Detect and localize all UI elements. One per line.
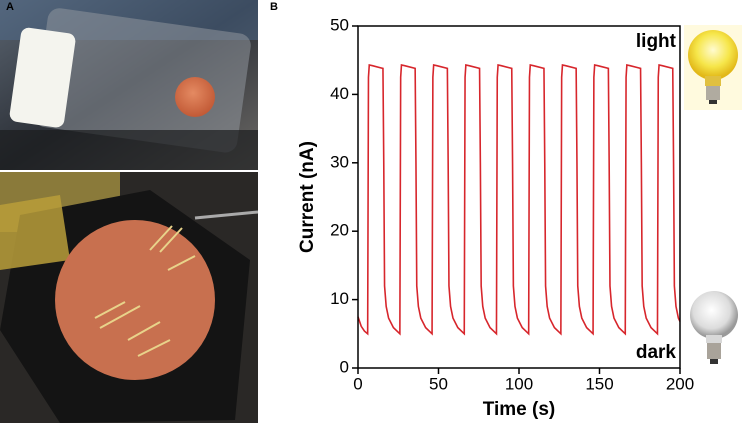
photo-device	[0, 172, 259, 423]
y-tick-label: 10	[330, 289, 349, 308]
y-tick-label: 0	[340, 357, 349, 376]
annotation: light	[636, 31, 677, 52]
panel-label: A	[6, 1, 14, 13]
x-axis-title: Time (s)	[483, 399, 556, 420]
data-line	[357, 64, 681, 336]
x-tick-label: 150	[585, 374, 613, 393]
y-tick-label: 50	[330, 15, 349, 34]
bulb-unlit	[690, 291, 738, 364]
y-tick-label: 30	[330, 152, 349, 171]
panel-label: B	[270, 1, 278, 13]
plot-frame	[357, 25, 681, 369]
x-tick-label: 50	[429, 374, 448, 393]
bulb-lit	[684, 25, 742, 110]
photo-vial	[0, 0, 258, 170]
x-tick-label: 100	[505, 374, 533, 393]
y-axis-title: Current (nA)	[297, 141, 318, 253]
y-tick-label: 40	[330, 84, 349, 103]
y-tick-label: 20	[330, 221, 349, 240]
plot: 0 10 20 30 40 50 0 50 100 150 200 Time (s) Current (…	[297, 15, 694, 420]
annotation: dark	[636, 342, 677, 363]
x-tick-label: 200	[666, 374, 694, 393]
x-tick-label: 0	[353, 374, 362, 393]
